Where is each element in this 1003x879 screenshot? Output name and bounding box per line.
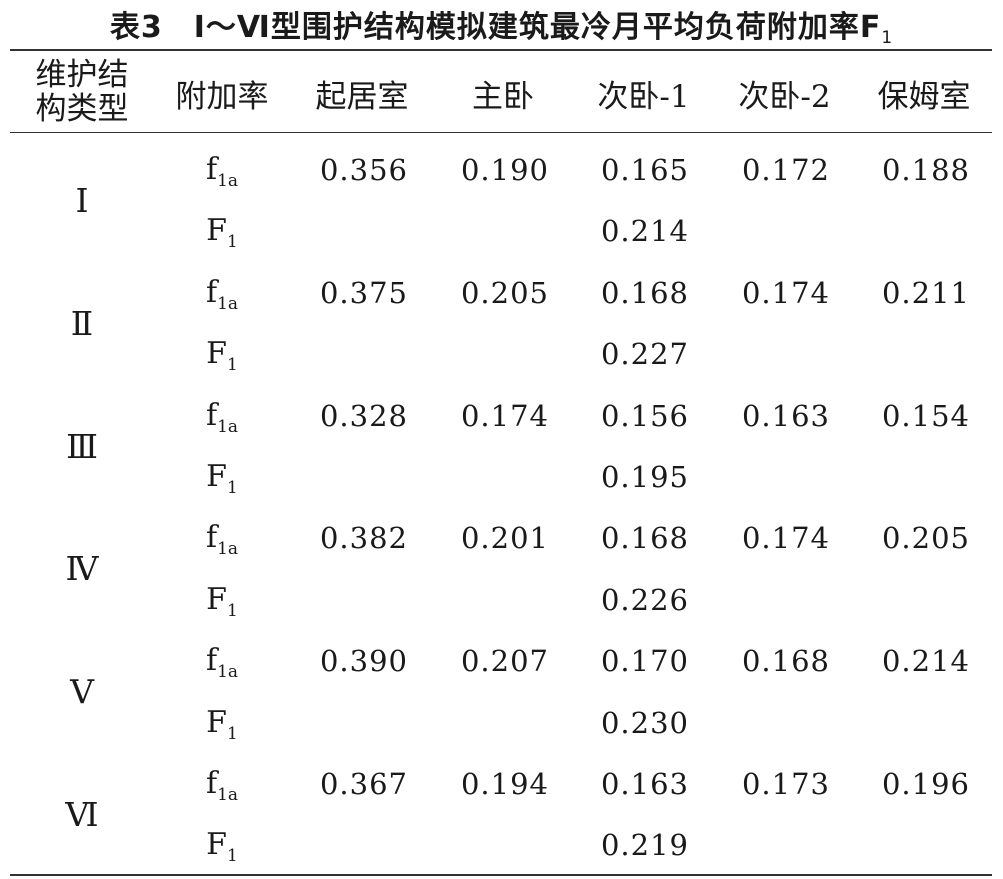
f1a-value-bedroom-1: 0.170 xyxy=(600,644,690,678)
f1a-value-bedroom-1: 0.165 xyxy=(600,153,690,187)
structure-type-label: Ⅵ xyxy=(65,795,99,834)
rate-label-F1-subscript: 1 xyxy=(227,478,238,498)
rate-label-F1: F1 xyxy=(160,825,284,876)
rate-label-f1a-subscript: 1a xyxy=(217,171,239,191)
f1a-value-nanny-room: 0.214 xyxy=(881,644,971,678)
rate-label-f1a-base: f xyxy=(205,398,218,433)
rate-label-F1-subscript: 1 xyxy=(227,355,238,375)
rate-label-F1-base: F xyxy=(206,705,227,740)
caption-subscript: 1 xyxy=(881,28,894,48)
structure-type-label: Ⅲ xyxy=(66,427,98,466)
table-caption: 表3 Ⅰ～Ⅵ型围护结构模拟建筑最冷月平均负荷附加率F1 xyxy=(0,8,1003,58)
rate-label-F1-base: F xyxy=(206,827,227,862)
bottom-rule xyxy=(10,874,992,876)
rate-label-F1-base: F xyxy=(206,459,227,494)
header-cell-bedroom-2: 次卧-2 xyxy=(738,79,831,115)
f1a-value-nanny-room: 0.154 xyxy=(881,399,971,433)
f1a-value-bedroom-2: 0.174 xyxy=(741,521,831,555)
f1a-value-nanny-room: 0.196 xyxy=(881,767,971,801)
rate-label-f1a-subscript: 1a xyxy=(217,539,239,559)
rate-label-f1a-subscript: 1a xyxy=(217,417,239,437)
rate-label-f1a: f1a xyxy=(160,273,284,324)
rate-label-F1-base: F xyxy=(206,336,227,371)
f1a-value-master-bedroom: 0.174 xyxy=(460,399,550,433)
f1a-value-living-room: 0.367 xyxy=(319,767,409,801)
rate-label-f1a-base: f xyxy=(205,275,218,310)
f1a-value-master-bedroom: 0.207 xyxy=(460,644,550,678)
rate-label-f1a: f1a xyxy=(160,396,284,447)
rate-label-F1: F1 xyxy=(160,580,284,631)
rate-label-F1: F1 xyxy=(160,211,284,262)
rate-label-f1a-base: f xyxy=(205,643,218,678)
rate-label-f1a-subscript: 1a xyxy=(217,785,239,805)
f1a-value-bedroom-2: 0.168 xyxy=(741,644,831,678)
f1a-value-living-room: 0.382 xyxy=(319,521,409,555)
header-cell-bedroom-1: 次卧-1 xyxy=(597,79,690,115)
f1a-value-nanny-room: 0.188 xyxy=(881,153,971,187)
header-cell-rate: 附加率 xyxy=(175,79,269,115)
F1-value: 0.227 xyxy=(600,337,690,371)
f1a-value-living-room: 0.356 xyxy=(319,153,409,187)
rate-label-f1a-base: f xyxy=(205,766,218,801)
header-rule xyxy=(10,132,992,133)
f1a-value-bedroom-1: 0.156 xyxy=(600,399,690,433)
F1-value: 0.230 xyxy=(600,706,690,740)
f1a-value-master-bedroom: 0.201 xyxy=(460,521,550,555)
F1-value: 0.214 xyxy=(600,214,690,248)
f1a-value-nanny-room: 0.211 xyxy=(881,276,971,310)
structure-type-label: Ⅳ xyxy=(65,549,99,588)
header-cell-nanny-room: 保姆室 xyxy=(877,79,971,115)
f1a-value-master-bedroom: 0.194 xyxy=(460,767,550,801)
f1a-value-bedroom-2: 0.163 xyxy=(741,399,831,433)
f1a-value-bedroom-1: 0.163 xyxy=(600,767,690,801)
header-cell-master-bedroom: 主卧 xyxy=(472,79,534,115)
structure-type-label: Ⅴ xyxy=(70,672,94,711)
F1-value: 0.195 xyxy=(600,460,690,494)
f1a-value-master-bedroom: 0.205 xyxy=(460,276,550,310)
rate-label-f1a: f1a xyxy=(160,150,284,201)
rate-label-F1-subscript: 1 xyxy=(227,846,238,866)
header-cell-type: 维护结构类型 xyxy=(35,57,129,127)
f1a-value-living-room: 0.375 xyxy=(319,276,409,310)
rate-label-F1-subscript: 1 xyxy=(227,601,238,621)
structure-type-label: Ⅱ xyxy=(70,304,94,343)
f1a-value-living-room: 0.328 xyxy=(319,399,409,433)
f1a-value-bedroom-1: 0.168 xyxy=(600,276,690,310)
f1a-value-bedroom-2: 0.172 xyxy=(741,153,831,187)
rate-label-F1-subscript: 1 xyxy=(227,232,238,252)
rate-label-F1: F1 xyxy=(160,703,284,754)
header-cell-living-room: 起居室 xyxy=(315,79,409,115)
f1a-value-bedroom-1: 0.168 xyxy=(600,521,690,555)
rate-label-f1a: f1a xyxy=(160,641,284,692)
f1a-value-master-bedroom: 0.190 xyxy=(460,153,550,187)
rate-label-F1: F1 xyxy=(160,457,284,508)
f1a-value-nanny-room: 0.205 xyxy=(881,521,971,555)
structure-type-label: Ⅰ xyxy=(75,181,89,220)
rate-label-F1-base: F xyxy=(206,213,227,248)
f1a-value-bedroom-2: 0.173 xyxy=(741,767,831,801)
rate-label-f1a-base: f xyxy=(205,520,218,555)
rate-label-F1-subscript: 1 xyxy=(227,724,238,744)
top-rule xyxy=(10,49,992,51)
rate-label-F1: F1 xyxy=(160,334,284,385)
f1a-value-living-room: 0.390 xyxy=(319,644,409,678)
F1-value: 0.226 xyxy=(600,583,690,617)
caption-text: 表3 Ⅰ～Ⅵ型围护结构模拟建筑最冷月平均负荷附加率F xyxy=(109,10,882,45)
rate-label-F1-base: F xyxy=(206,582,227,617)
rate-label-f1a: f1a xyxy=(160,518,284,569)
rate-label-f1a-base: f xyxy=(205,152,218,187)
rate-label-f1a: f1a xyxy=(160,764,284,815)
f1a-value-bedroom-2: 0.174 xyxy=(741,276,831,310)
F1-value: 0.219 xyxy=(600,828,690,862)
rate-label-f1a-subscript: 1a xyxy=(217,294,239,314)
rate-label-f1a-subscript: 1a xyxy=(217,662,239,682)
